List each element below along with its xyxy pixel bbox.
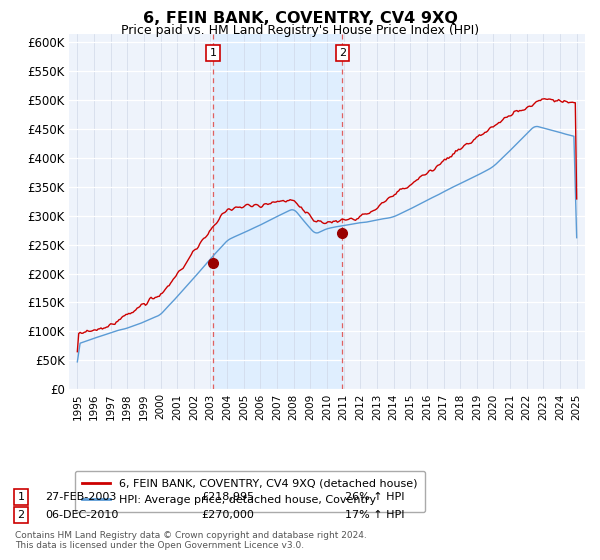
Text: 1: 1 — [209, 48, 217, 58]
Text: 2: 2 — [339, 48, 346, 58]
Text: 27-FEB-2003: 27-FEB-2003 — [45, 492, 116, 502]
Text: 1: 1 — [17, 492, 25, 502]
Bar — [213, 34, 343, 389]
Text: 6, FEIN BANK, COVENTRY, CV4 9XQ: 6, FEIN BANK, COVENTRY, CV4 9XQ — [143, 11, 457, 26]
Text: Price paid vs. HM Land Registry's House Price Index (HPI): Price paid vs. HM Land Registry's House … — [121, 24, 479, 36]
Text: Contains HM Land Registry data © Crown copyright and database right 2024.: Contains HM Land Registry data © Crown c… — [15, 531, 367, 540]
Legend: 6, FEIN BANK, COVENTRY, CV4 9XQ (detached house), HPI: Average price, detached h: 6, FEIN BANK, COVENTRY, CV4 9XQ (detache… — [74, 471, 425, 512]
Text: This data is licensed under the Open Government Licence v3.0.: This data is licensed under the Open Gov… — [15, 542, 304, 550]
Text: £218,995: £218,995 — [201, 492, 254, 502]
Text: 06-DEC-2010: 06-DEC-2010 — [45, 510, 118, 520]
Text: 26% ↑ HPI: 26% ↑ HPI — [345, 492, 404, 502]
Text: 2: 2 — [17, 510, 25, 520]
Text: 17% ↑ HPI: 17% ↑ HPI — [345, 510, 404, 520]
Text: £270,000: £270,000 — [201, 510, 254, 520]
